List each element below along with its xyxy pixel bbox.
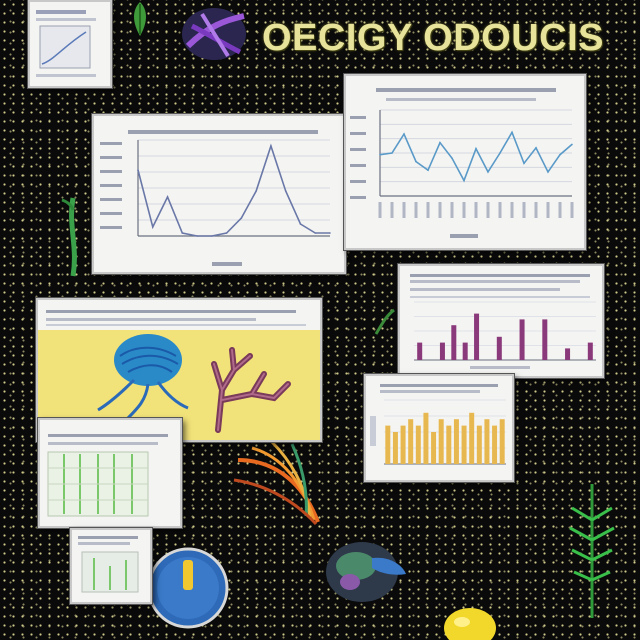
data-point bbox=[559, 153, 561, 156]
bar bbox=[438, 419, 444, 464]
data-point bbox=[284, 190, 287, 192]
bar bbox=[453, 419, 459, 464]
data-point bbox=[547, 171, 549, 173]
tick-label bbox=[498, 202, 502, 218]
data-point bbox=[475, 147, 477, 150]
data-point bbox=[523, 162, 525, 165]
bar bbox=[439, 342, 445, 360]
tick-label bbox=[510, 202, 514, 218]
tick-label bbox=[570, 202, 574, 218]
tick-label bbox=[438, 202, 442, 218]
data-point bbox=[403, 133, 405, 135]
data-point bbox=[270, 145, 272, 147]
page-title: OECIGY ODOUCIS bbox=[262, 17, 605, 59]
data-point bbox=[463, 179, 465, 182]
data-point bbox=[499, 152, 501, 154]
bar-chart-1 bbox=[410, 274, 596, 369]
data-point bbox=[511, 131, 513, 134]
data-point bbox=[329, 232, 331, 234]
tick-label bbox=[474, 202, 478, 218]
bar-chart-panel-1 bbox=[398, 264, 604, 378]
data-point bbox=[211, 235, 213, 237]
tick-label bbox=[402, 202, 406, 218]
data-point bbox=[451, 157, 453, 159]
bar bbox=[451, 325, 457, 360]
bar bbox=[392, 432, 398, 464]
feather-icon bbox=[232, 440, 324, 526]
data-point bbox=[181, 232, 184, 234]
bar bbox=[484, 419, 490, 464]
thumbnail-panel bbox=[28, 0, 112, 88]
line-chart-panel-2 bbox=[344, 74, 586, 250]
data-point bbox=[314, 232, 317, 234]
blue-coral-icon bbox=[97, 334, 189, 420]
tick-label bbox=[426, 202, 430, 218]
gauge-icon bbox=[146, 546, 230, 630]
data-point bbox=[299, 223, 302, 225]
data-point bbox=[439, 141, 441, 144]
series-line bbox=[379, 130, 573, 183]
lemon-icon bbox=[440, 604, 498, 640]
tick-label bbox=[378, 202, 382, 218]
tick-label bbox=[534, 202, 538, 218]
data-point bbox=[166, 196, 169, 198]
tick-label bbox=[462, 202, 466, 218]
bar bbox=[462, 342, 468, 360]
bar bbox=[542, 319, 548, 360]
bar bbox=[492, 425, 498, 464]
data-point bbox=[240, 217, 243, 219]
tick-label bbox=[414, 202, 418, 218]
bar bbox=[446, 425, 452, 464]
bar bbox=[519, 319, 525, 360]
data-point bbox=[415, 160, 417, 163]
bar bbox=[417, 342, 423, 360]
bar bbox=[408, 419, 414, 464]
line-chart-2 bbox=[350, 88, 574, 238]
bar bbox=[587, 342, 593, 360]
small-chart-panel bbox=[70, 528, 152, 604]
tick-label bbox=[522, 202, 526, 218]
data-point bbox=[225, 232, 228, 234]
bar bbox=[565, 348, 571, 360]
bar bbox=[423, 412, 429, 464]
bar bbox=[499, 419, 505, 464]
data-point bbox=[487, 171, 489, 173]
dark-orb-icon bbox=[322, 538, 408, 606]
table-panel bbox=[38, 418, 182, 528]
data-point bbox=[379, 153, 381, 156]
small-sprig-icon bbox=[372, 306, 398, 336]
purple-orb-icon bbox=[178, 6, 250, 62]
bar bbox=[415, 425, 421, 464]
branch-coral-icon bbox=[211, 347, 291, 433]
bar bbox=[496, 336, 502, 360]
tick-label bbox=[558, 202, 562, 218]
data-point bbox=[535, 147, 537, 149]
bar bbox=[469, 412, 475, 464]
bar bbox=[474, 313, 480, 360]
bar bbox=[476, 425, 482, 464]
data-point bbox=[151, 226, 154, 228]
bar-chart-panel-2 bbox=[364, 374, 514, 482]
data-point bbox=[427, 169, 429, 171]
bar bbox=[400, 425, 406, 464]
stem-icon bbox=[58, 196, 88, 278]
tick-label bbox=[546, 202, 550, 218]
fern-icon bbox=[566, 480, 618, 620]
data-point bbox=[391, 152, 393, 154]
data-point bbox=[137, 169, 139, 171]
bar bbox=[431, 432, 437, 464]
tick-label bbox=[390, 202, 394, 218]
data-point bbox=[571, 143, 573, 146]
tick-label bbox=[486, 202, 490, 218]
bar bbox=[385, 425, 391, 464]
data-point bbox=[196, 235, 198, 237]
line-chart-panel-1 bbox=[92, 114, 346, 274]
tick-label bbox=[450, 202, 454, 218]
series-line bbox=[137, 143, 330, 237]
data-point bbox=[255, 190, 257, 192]
leaf-icon bbox=[120, 0, 160, 40]
bar bbox=[461, 425, 467, 464]
bar-chart-2 bbox=[370, 384, 506, 465]
line-chart-1 bbox=[100, 130, 331, 266]
